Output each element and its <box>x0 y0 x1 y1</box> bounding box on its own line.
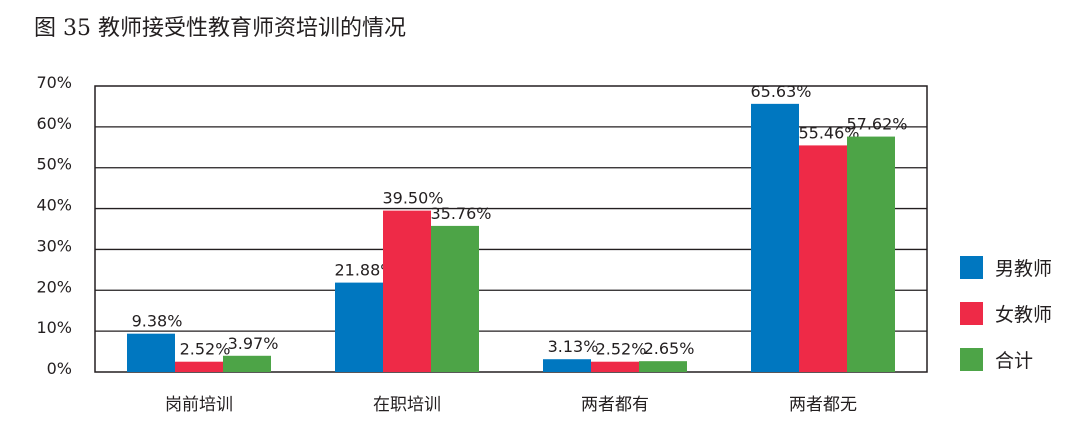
data-label: 9.38% <box>132 312 183 331</box>
data-label: 65.63% <box>750 82 811 101</box>
data-label: 3.97% <box>228 334 279 353</box>
bar <box>591 361 639 372</box>
x-tick-label: 在职培训 <box>373 395 441 415</box>
y-tick-label: 60% <box>36 114 72 133</box>
y-tick-label: 70% <box>36 73 72 92</box>
data-label: 57.62% <box>846 115 907 134</box>
legend-label: 女教师 <box>995 304 1052 326</box>
data-label: 55.46% <box>798 123 859 142</box>
bar <box>127 333 175 372</box>
bar <box>383 210 431 372</box>
bar <box>543 359 591 372</box>
bar <box>223 355 271 372</box>
x-tick-label: 两者都无 <box>789 395 857 415</box>
y-tick-label: 0% <box>47 359 72 378</box>
plot-frame <box>94 85 928 373</box>
chart-title: 图 35 教师接受性教育师资培训的情况 <box>34 16 406 41</box>
y-tick-label: 10% <box>36 318 72 337</box>
bar <box>175 361 223 372</box>
y-tick-label: 40% <box>36 196 72 215</box>
x-tick-label: 两者都有 <box>581 395 649 415</box>
legend-swatch <box>960 256 983 279</box>
bar <box>639 361 687 372</box>
legend-label: 合计 <box>995 350 1033 372</box>
data-label: 3.13% <box>548 337 599 356</box>
y-tick-label: 20% <box>36 277 72 296</box>
bar <box>751 103 799 373</box>
data-label: 21.88% <box>334 261 395 280</box>
data-label: 2.65% <box>644 339 695 358</box>
legend-swatch <box>960 348 983 371</box>
bar <box>431 225 479 372</box>
bar <box>335 282 383 372</box>
x-tick-label: 岗前培训 <box>165 395 233 415</box>
data-label: 35.76% <box>430 204 491 223</box>
bar <box>847 136 895 372</box>
legend-swatch <box>960 302 983 325</box>
data-label: 39.50% <box>382 189 443 208</box>
legend-label: 男教师 <box>995 258 1052 280</box>
data-label: 2.52% <box>596 340 647 359</box>
bar <box>799 145 847 372</box>
y-tick-label: 30% <box>36 236 72 255</box>
data-label: 2.52% <box>180 340 231 359</box>
y-tick-label: 50% <box>36 155 72 174</box>
